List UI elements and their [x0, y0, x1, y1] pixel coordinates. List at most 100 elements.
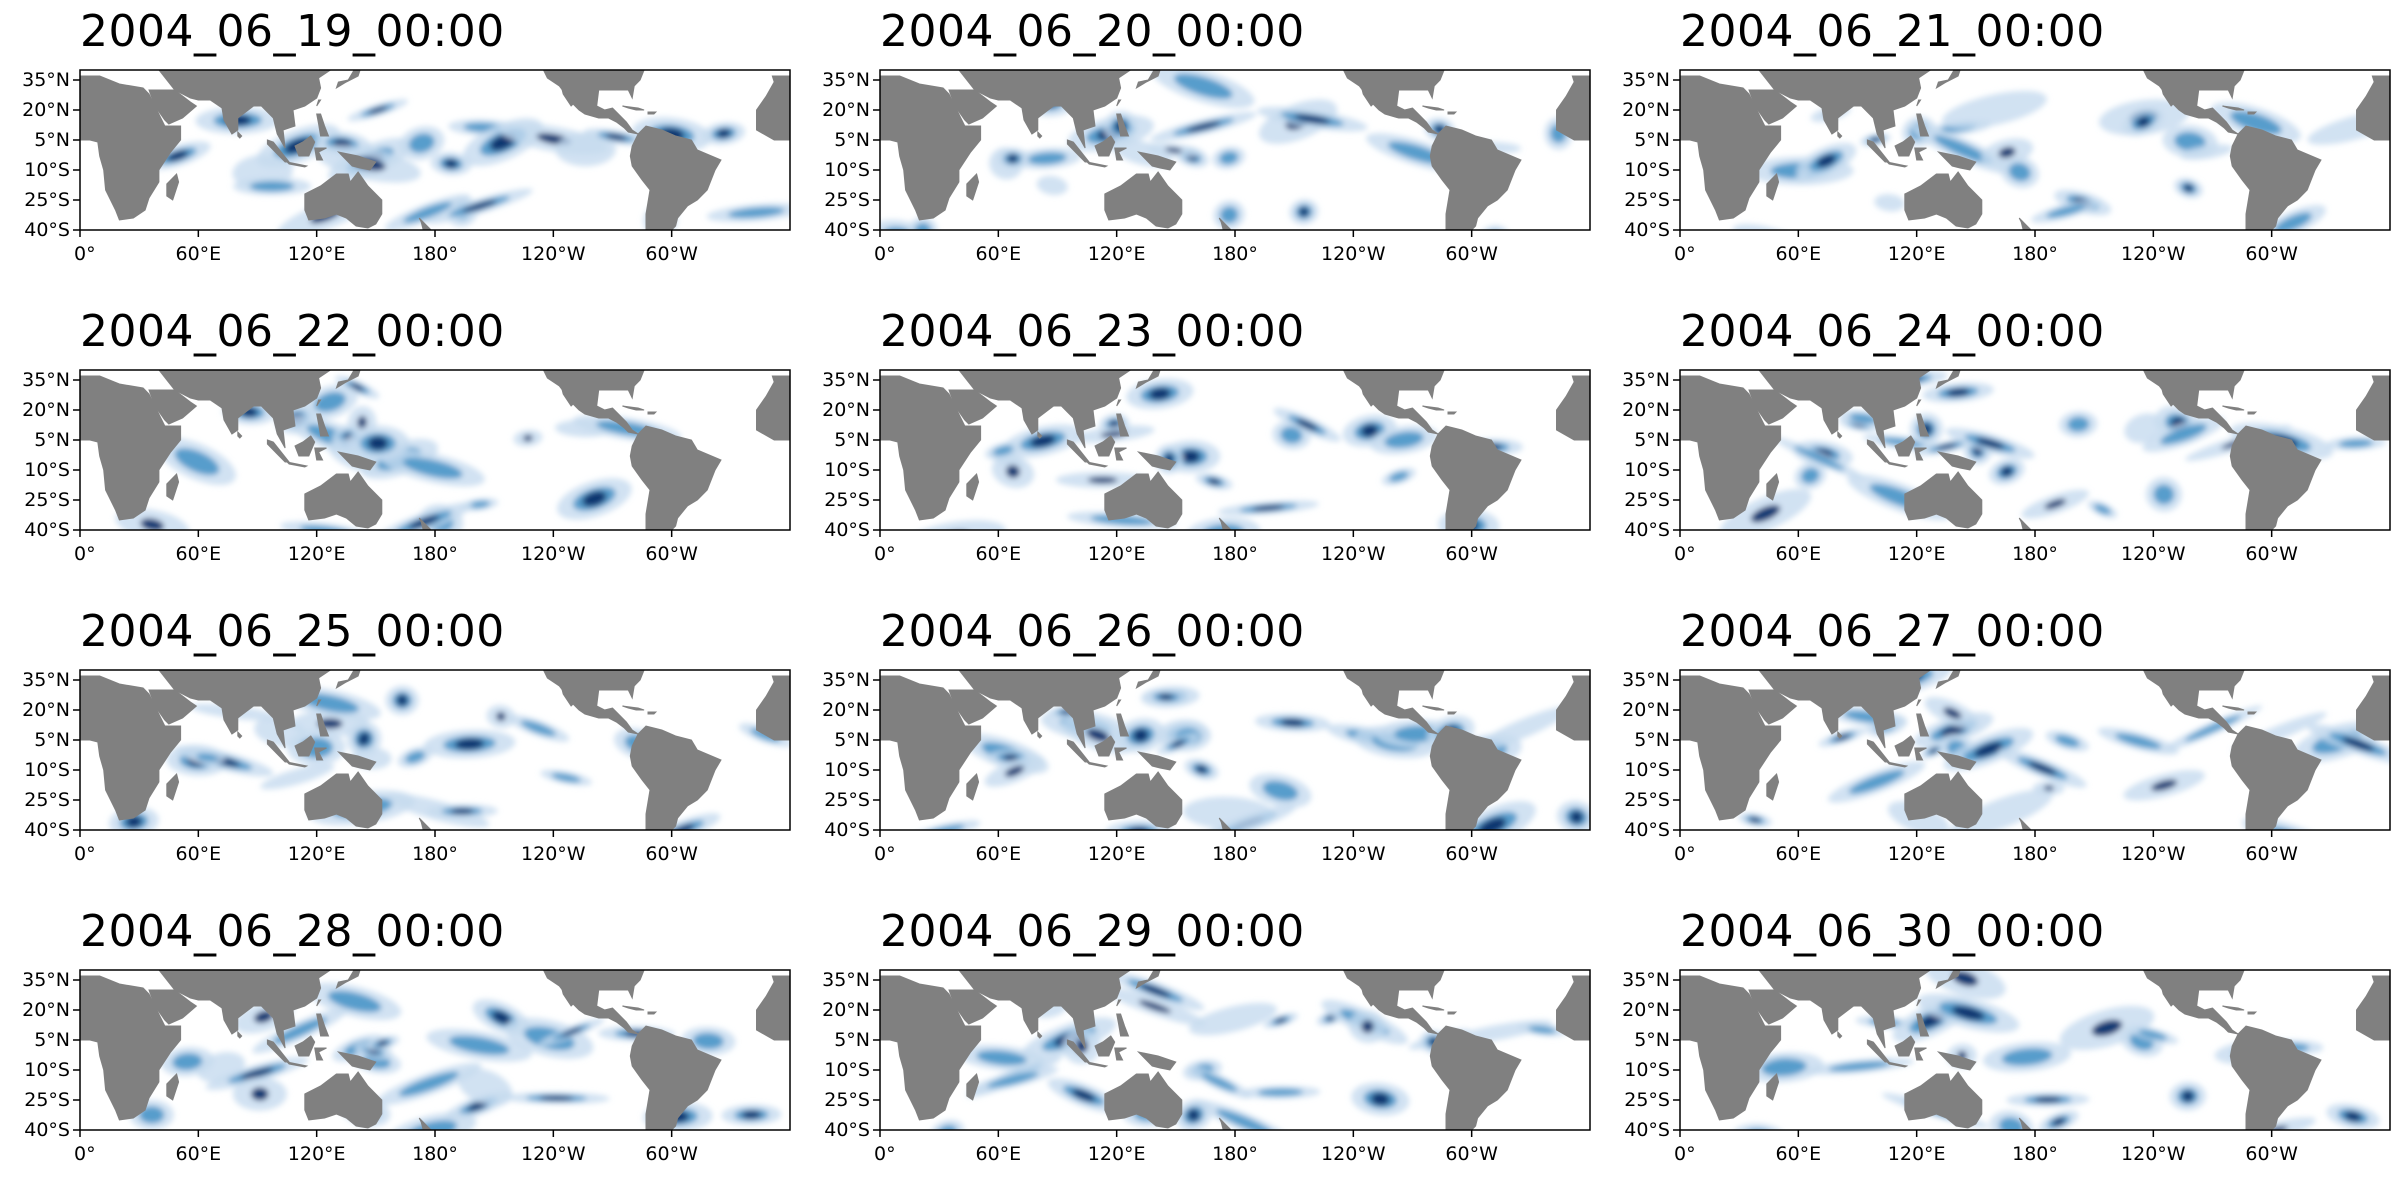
lat-tick-label: 10°S	[824, 1059, 870, 1081]
precip-heavy	[1749, 817, 1761, 823]
precip-heavy	[1030, 434, 1056, 448]
land-srilanka	[1037, 1030, 1043, 1039]
precip-mid	[1528, 1025, 1557, 1034]
precip-heavy	[240, 1067, 274, 1079]
land-nz	[418, 217, 432, 230]
land-taiwan	[1916, 99, 1922, 107]
precip-heavy	[2028, 761, 2057, 775]
land-taiwan	[1116, 99, 1122, 107]
precip-mid	[398, 1071, 459, 1097]
land-japan	[1935, 670, 1961, 690]
land-sulawesi	[1114, 747, 1127, 761]
land-arabia	[948, 389, 998, 425]
lat-tick-label: 40°S	[824, 819, 870, 841]
land-newguinea	[1136, 151, 1177, 171]
land-namerica	[542, 970, 645, 1035]
land-java	[1885, 1061, 1909, 1068]
land-nz	[418, 817, 432, 830]
map-panel: 2004_06_29_00:00 35°N 20°N 5°N 10°S 25°S 40°S 0…	[800, 900, 1600, 1200]
lon-tick-label: 60°E	[975, 543, 1021, 565]
land-sumatra	[1066, 139, 1091, 163]
precip-light	[908, 216, 938, 230]
precip-light	[929, 1119, 965, 1130]
land-hispaniola	[1447, 411, 1458, 415]
land-namerica	[542, 70, 645, 135]
land-baja	[2160, 985, 2174, 1007]
land-namerica	[2142, 970, 2245, 1035]
land-java	[1085, 161, 1109, 168]
lon-tick-label: 60°E	[1775, 1143, 1821, 1165]
landmass	[80, 670, 790, 830]
land-borneo	[1094, 735, 1116, 757]
lat-tick-label: 10°S	[824, 459, 870, 481]
map-panel: 2004_06_25_00:00 35°N 20°N 5°N 10°S 25°S 40°S 0…	[0, 600, 800, 900]
precipitation-field	[1720, 370, 2387, 530]
precip-mid	[2067, 416, 2090, 432]
lat-tick-label: 20°N	[22, 999, 70, 1021]
lat-tick-label: 20°N	[822, 999, 870, 1021]
land-srilanka	[237, 430, 243, 439]
land-arabia	[948, 689, 998, 725]
land-arabia	[948, 989, 998, 1025]
land-sulawesi	[1914, 147, 1927, 161]
precip-heavy	[1158, 693, 1174, 700]
lon-tick-label: 60°W	[645, 843, 698, 865]
land-sumatra	[1866, 439, 1891, 463]
lon-tick-label: 0°	[1674, 1143, 1696, 1165]
land-srilanka	[1837, 730, 1843, 739]
lat-tick-label: 35°N	[822, 69, 870, 91]
land-hispaniola	[2247, 711, 2258, 715]
land-newguinea	[336, 1051, 377, 1071]
map-panel: 2004_06_19_00:00 35°N 20°N 5°N 10°S 25°S 40°S 0…	[0, 0, 800, 300]
precip-mid	[551, 773, 581, 783]
land-taiwan	[316, 99, 322, 107]
precip-mid	[2046, 204, 2086, 218]
precip-heavy	[492, 1010, 511, 1025]
land-srilanka	[237, 130, 243, 139]
land-africaW	[2356, 975, 2390, 1041]
precip-heavy	[1946, 388, 1970, 397]
lat-tick-label: 40°S	[24, 819, 70, 841]
panel-title: 2004_06_23_00:00	[880, 306, 1305, 357]
land-sumatra	[266, 439, 291, 463]
land-cuba	[1422, 105, 1445, 111]
precipitation-map: 35°N 20°N 5°N 10°S 25°S 40°S0° 60°E 120°E 180° 12…	[1622, 69, 2391, 265]
precip-heavy	[2043, 785, 2054, 791]
map-panel: 2004_06_27_00:00 35°N 20°N 5°N 10°S 25°S 40°S 0…	[1600, 600, 2400, 900]
precip-heavy	[462, 200, 497, 213]
lat-tick-label: 5°N	[1634, 729, 1670, 751]
land-sumatra	[1066, 739, 1091, 763]
landmass	[1680, 70, 2390, 230]
land-newguinea	[336, 751, 377, 771]
lat-tick-label: 25°S	[1624, 1089, 1670, 1111]
land-japan	[1935, 70, 1961, 90]
precip-mid	[1119, 825, 1158, 830]
lat-tick-label: 35°N	[822, 369, 870, 391]
land-africaW	[1556, 675, 1590, 741]
land-africa	[80, 975, 182, 1121]
lon-tick-label: 180°	[1212, 543, 1258, 565]
land-japan	[1935, 370, 1961, 390]
precip-heavy	[1477, 817, 1507, 830]
precip-mid	[1761, 1058, 1807, 1077]
land-philippines	[1916, 413, 1930, 437]
precip-heavy	[1138, 1000, 1172, 1014]
land-baja	[2160, 385, 2174, 407]
land-newguinea	[336, 451, 377, 471]
land-newguinea	[1136, 751, 1177, 771]
land-australia	[304, 771, 383, 829]
land-africaW	[756, 975, 790, 1041]
precip-light	[386, 1112, 477, 1130]
lon-tick-label: 120°E	[1888, 843, 1946, 865]
land-arabia	[1748, 89, 1798, 125]
precip-mid	[327, 990, 382, 1013]
land-namerica	[1342, 970, 1445, 1035]
precip-heavy	[1870, 137, 1881, 143]
land-cuba	[2222, 1005, 2245, 1011]
precip-mid	[2054, 735, 2080, 747]
lat-tick-label: 10°S	[24, 159, 70, 181]
precipitation-map: 35°N 20°N 5°N 10°S 25°S 40°S0° 60°E 120°E 180° 12…	[822, 969, 1591, 1165]
precip-mid	[408, 133, 435, 153]
land-baja	[560, 85, 574, 107]
